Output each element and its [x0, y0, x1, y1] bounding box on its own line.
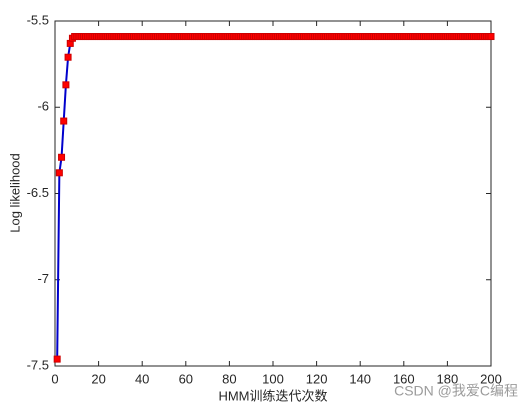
y-tick-label: -6.5 — [27, 185, 49, 200]
x-tick-label: 120 — [306, 371, 328, 386]
x-tick-label: 40 — [135, 371, 149, 386]
plot-area — [55, 21, 491, 366]
marker — [64, 53, 72, 61]
x-tick-label: 80 — [222, 371, 236, 386]
x-axis-label: HMM训练迭代次数 — [218, 388, 327, 403]
marker — [60, 117, 68, 125]
x-tick-label: 180 — [437, 371, 459, 386]
marker — [487, 33, 495, 41]
y-tick-label: -6 — [37, 99, 49, 114]
marker — [62, 81, 70, 89]
x-tick-label: 160 — [393, 371, 415, 386]
x-tick-label: 140 — [349, 371, 371, 386]
watermark: CSDN @我爱C编程 — [394, 383, 518, 399]
y-tick-label: -7 — [37, 271, 49, 286]
x-tick-label: 60 — [179, 371, 193, 386]
marker — [53, 355, 61, 363]
axes-box — [54, 20, 492, 367]
y-tick-label: -5.5 — [27, 12, 49, 27]
y-axis-label: Log likelihood — [7, 153, 22, 233]
y-tick-label: -7.5 — [27, 357, 49, 372]
marker — [55, 169, 63, 177]
marker — [58, 153, 66, 161]
x-tick-label: 20 — [91, 371, 105, 386]
x-tick-label: 200 — [480, 371, 502, 386]
x-tick-label: 100 — [262, 371, 284, 386]
x-tick-label: 0 — [51, 371, 58, 386]
